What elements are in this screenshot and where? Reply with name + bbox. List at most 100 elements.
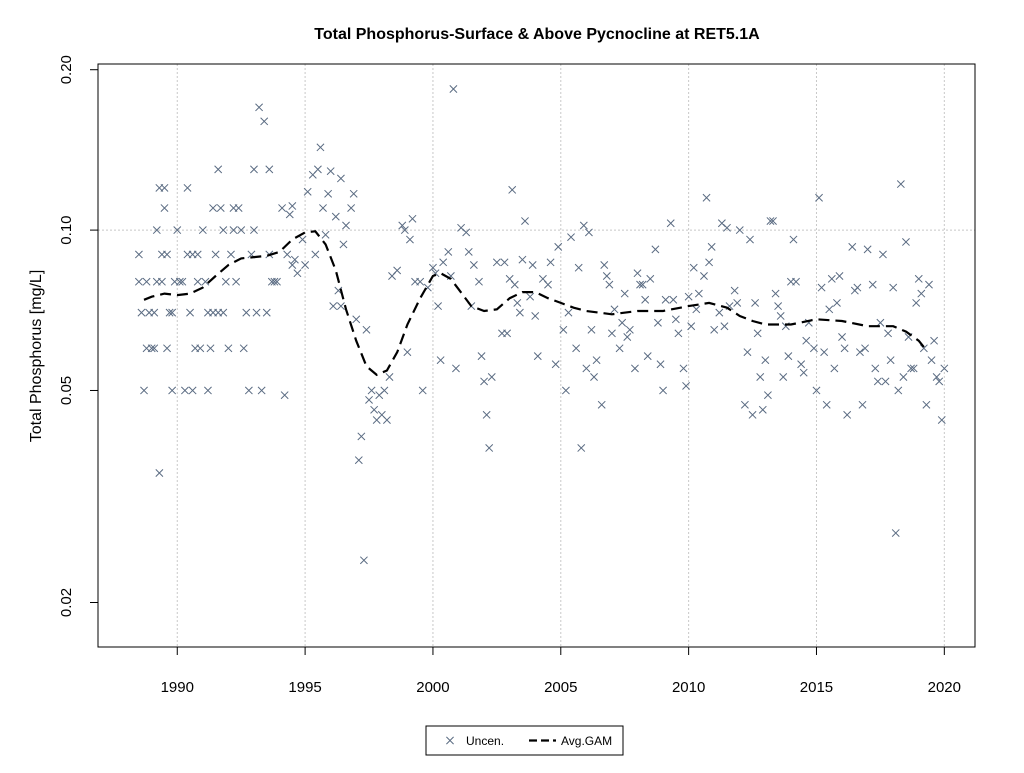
data-point (766, 217, 775, 225)
gam-line (143, 230, 928, 377)
data-point (751, 298, 760, 307)
data-point (671, 315, 680, 324)
data-point (561, 386, 570, 395)
data-point (871, 364, 880, 373)
data-point (416, 277, 425, 286)
data-point (692, 305, 701, 314)
data-point (715, 308, 724, 317)
data-point (661, 295, 670, 304)
data-point (546, 258, 555, 267)
data-point (359, 556, 368, 565)
data-point (214, 165, 223, 174)
data-point (922, 400, 931, 409)
data-point (201, 277, 210, 286)
data-point (280, 391, 289, 400)
data-point (564, 308, 573, 317)
data-point (503, 329, 512, 338)
data-point (405, 235, 414, 244)
data-point (480, 377, 489, 386)
data-point (666, 219, 675, 228)
data-point (830, 364, 839, 373)
x-tick-label: 2000 (416, 679, 449, 696)
data-point (521, 217, 529, 225)
data-point (930, 336, 939, 345)
data-point (242, 308, 251, 317)
data-point (743, 348, 752, 357)
data-point (700, 272, 708, 280)
data-point (748, 410, 757, 419)
x-tick-label: 2020 (928, 679, 961, 696)
data-point (482, 410, 491, 419)
data-point (584, 228, 593, 237)
data-point (173, 226, 182, 235)
data-point (763, 391, 772, 400)
data-point (835, 272, 844, 280)
data-point (740, 400, 749, 409)
data-point (313, 165, 322, 174)
data-point (940, 364, 949, 373)
data-point (753, 329, 762, 338)
data-point (234, 204, 243, 212)
gridlines (98, 64, 975, 647)
data-point (255, 103, 264, 112)
data-point (771, 289, 780, 298)
data-point (554, 242, 563, 251)
data-point (285, 210, 294, 219)
data-point (730, 286, 739, 295)
data-point (863, 245, 872, 254)
data-point (886, 356, 895, 365)
data-point (239, 344, 248, 353)
data-point (365, 395, 373, 404)
data-point (618, 318, 627, 327)
data-point (336, 302, 345, 311)
data-point (656, 360, 665, 369)
data-point (707, 242, 716, 251)
data-point (178, 277, 187, 286)
legend-label-uncen: Uncen. (466, 734, 504, 748)
data-point (168, 386, 177, 395)
data-point (884, 329, 893, 338)
legend: Uncen. Avg.GAM (425, 725, 624, 756)
data-point (843, 410, 852, 419)
data-point (342, 221, 350, 230)
data-point (587, 325, 596, 334)
y-tick-label: 0.10 (58, 215, 75, 244)
data-point (186, 308, 195, 317)
data-point (577, 444, 586, 452)
data-point (329, 302, 338, 311)
data-point (193, 250, 202, 259)
data-point (175, 277, 184, 286)
data-point (600, 261, 609, 269)
data-point (838, 333, 846, 341)
data-point (605, 280, 614, 289)
data-point (659, 386, 668, 395)
data-point (157, 277, 166, 286)
data-point (252, 308, 261, 317)
data-point (469, 261, 478, 269)
data-point (630, 364, 639, 373)
y-tick-label: 0.20 (58, 55, 75, 84)
data-point (761, 356, 770, 365)
data-point (367, 386, 376, 395)
data-point (336, 174, 345, 183)
data-point (914, 274, 923, 283)
data-point (444, 247, 453, 256)
gam-line-layer (143, 230, 928, 377)
y-axis-label: Total Phosphorus [mg/L] (28, 270, 45, 443)
data-point (147, 344, 156, 353)
data-point (815, 193, 823, 202)
data-point (758, 405, 767, 414)
data-point (907, 364, 916, 373)
data-point (641, 295, 650, 304)
data-point (684, 292, 693, 301)
data-point (528, 261, 537, 269)
data-point (822, 400, 831, 409)
data-point (288, 261, 297, 269)
data-point (878, 250, 887, 259)
data-point (229, 226, 238, 235)
data-point (163, 344, 171, 353)
data-point (232, 277, 241, 286)
data-point (324, 189, 333, 198)
data-point (165, 308, 174, 317)
